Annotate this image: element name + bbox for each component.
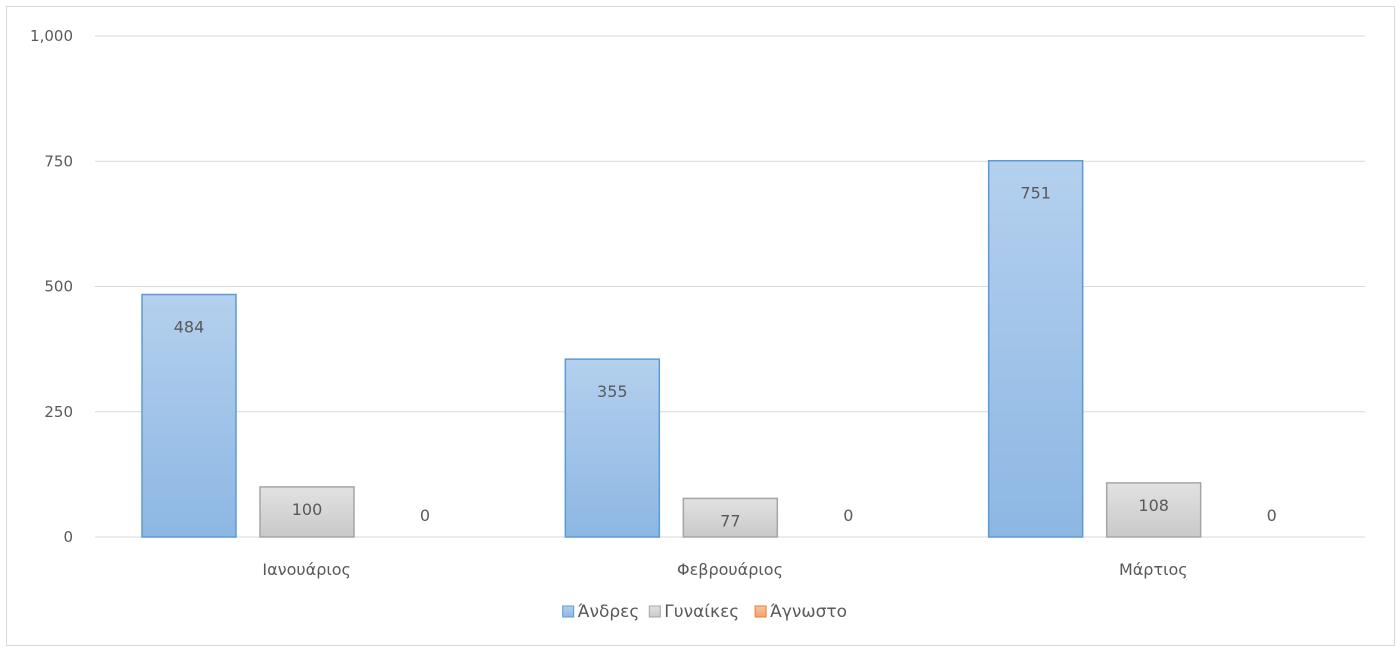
legend-label: Άγνωστο [770, 602, 847, 622]
y-tick-label: 750 [44, 152, 73, 170]
x-category-label: Φεβρουάριος [677, 560, 783, 579]
legend-swatch [648, 605, 661, 618]
data-label: 0 [420, 506, 430, 525]
y-tick-label: 0 [63, 528, 73, 546]
legend-swatch [562, 605, 575, 618]
legend: Άνδρες Γυναίκες Άγνωστο [562, 602, 847, 622]
bar [259, 486, 355, 538]
bar [1105, 482, 1202, 538]
data-labels: 484 100 0 355 77 0 751 108 0 [174, 184, 1277, 531]
y-tick-label: 500 [44, 278, 73, 296]
data-label: 0 [1267, 506, 1277, 525]
y-tick-label: 1,000 [30, 27, 73, 45]
x-category-label: Ιανουάριος [262, 560, 351, 579]
data-label: 108 [1138, 496, 1169, 515]
gridlines [95, 35, 1365, 538]
data-label: 355 [597, 382, 628, 401]
data-label: 77 [720, 511, 740, 530]
bar [564, 358, 661, 538]
y-tick-label: 250 [44, 403, 73, 421]
y-axis: 0 250 500 750 1,000 [30, 27, 73, 546]
legend-label: Άνδρες [578, 602, 640, 622]
bars [141, 159, 1202, 538]
data-label: 0 [843, 506, 853, 525]
data-label: 484 [174, 318, 205, 337]
x-category-label: Μάρτιος [1119, 560, 1188, 579]
bar [987, 159, 1084, 538]
data-label: 751 [1020, 184, 1051, 203]
x-axis: Ιανουάριος Φεβρουάριος Μάρτιος [262, 560, 1187, 579]
bar [682, 497, 779, 538]
data-label: 100 [292, 500, 323, 519]
chart-frame [6, 6, 1395, 646]
bar [141, 293, 237, 538]
legend-label: Γυναίκες [664, 602, 739, 622]
legend-swatch [754, 605, 767, 618]
